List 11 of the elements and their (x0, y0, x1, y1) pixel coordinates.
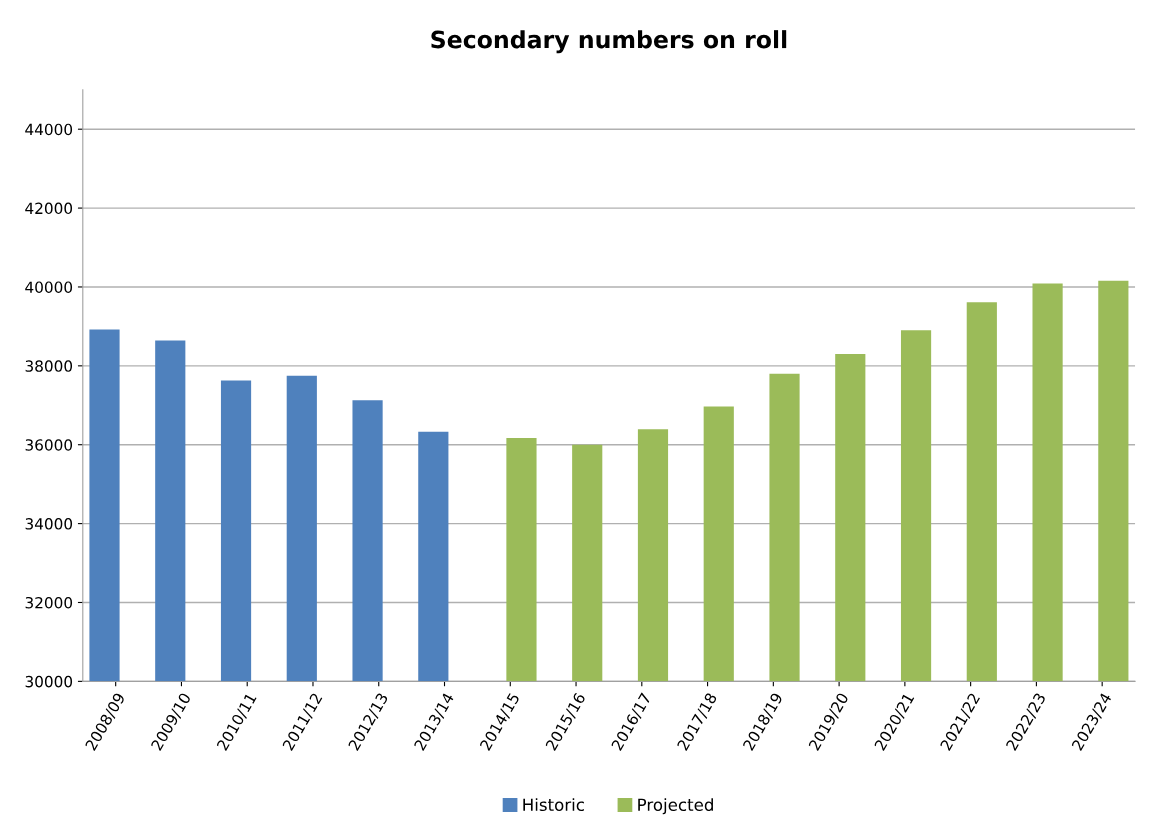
y-tick-label: 40000 (25, 281, 73, 293)
legend-label: Historic (523, 798, 584, 812)
y-tick-label: 32000 (25, 596, 73, 609)
y-tick-label: 34000 (25, 518, 73, 530)
y-tick-label: 36000 (25, 439, 73, 451)
y-tick-label: 42000 (25, 202, 73, 215)
legend-label: Projected (638, 798, 713, 815)
y-tick-label: 30000 (25, 675, 73, 688)
y-tick-label: 38000 (25, 360, 73, 372)
y-tick-label: 44000 (25, 123, 73, 136)
chart-title: Secondary numbers on roll (431, 30, 787, 54)
